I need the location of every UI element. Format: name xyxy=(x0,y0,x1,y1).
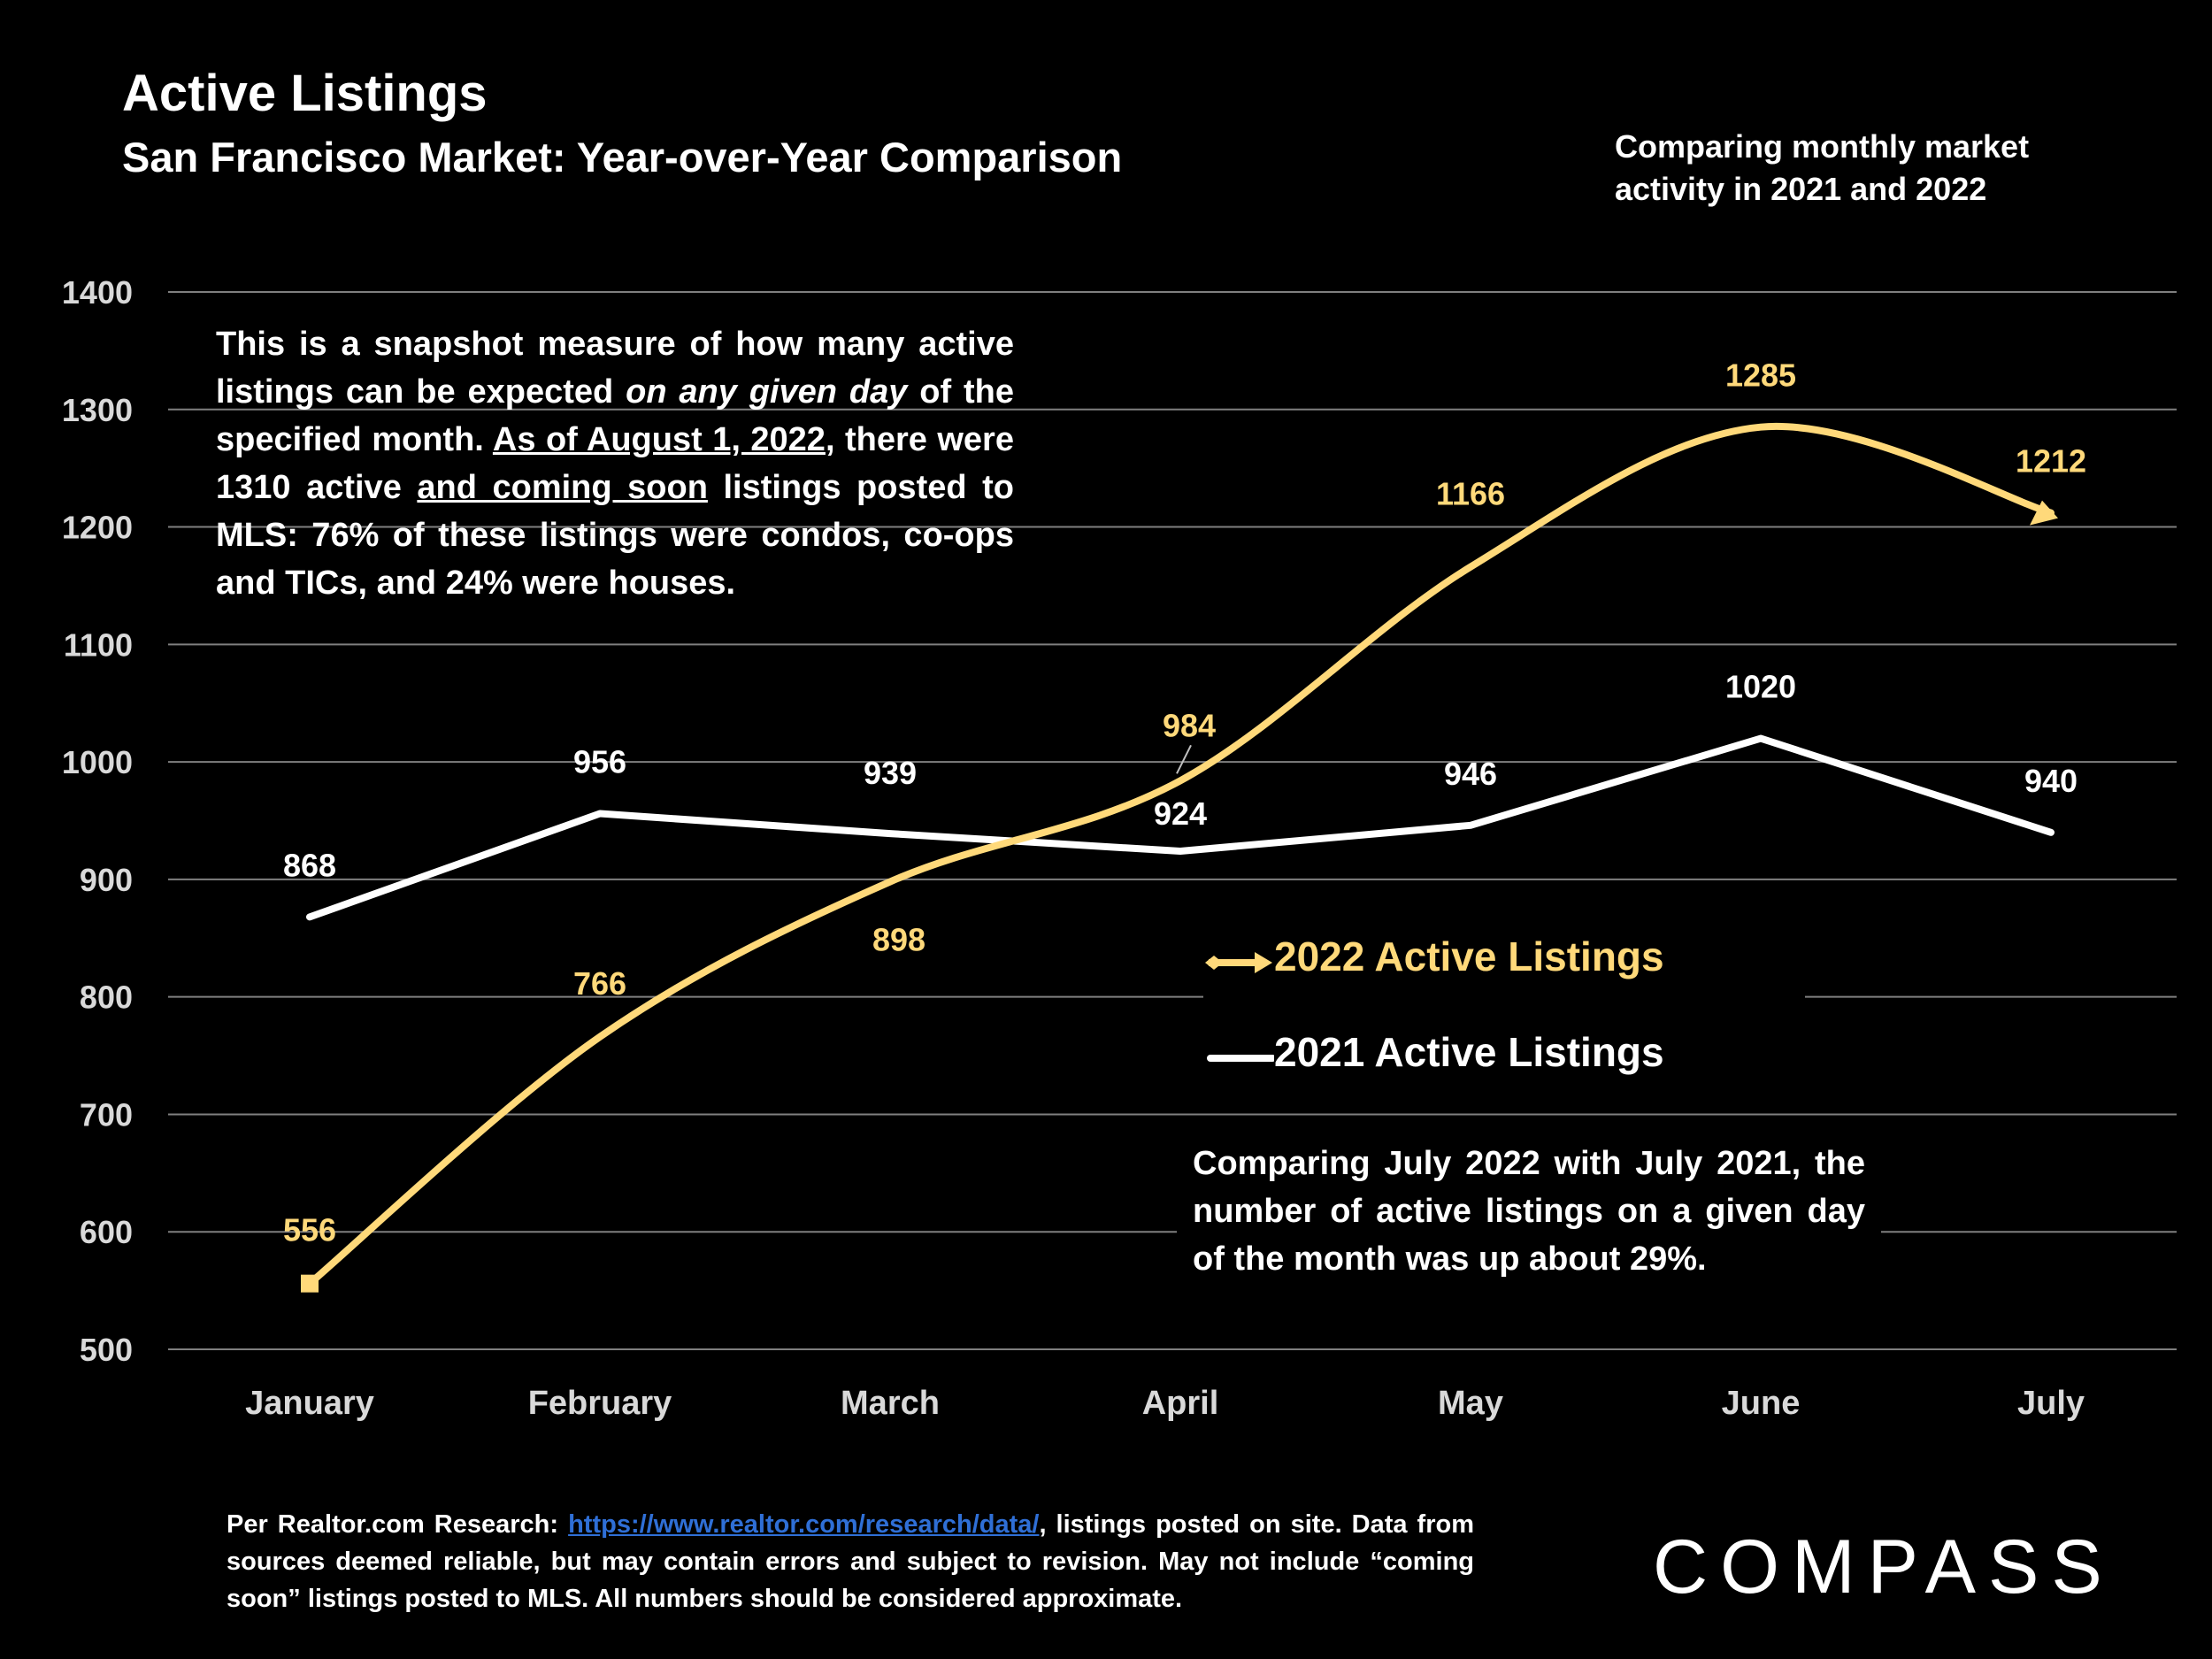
data-label-2022: 556 xyxy=(283,1212,336,1248)
legend-marker-2021-icon xyxy=(1207,1055,1274,1062)
x-tick-label: May xyxy=(1438,1385,1503,1422)
chart-legend: 2022 Active Listings 2021 Active Listing… xyxy=(1203,911,1805,1075)
series-line-2022 xyxy=(306,422,2055,1287)
chart-subtitle: San Francisco Market: Year-over-Year Com… xyxy=(122,134,1123,180)
annotation-text: of the specified month. xyxy=(216,373,1014,458)
footer-prefix: Per Realtor.com Research: xyxy=(227,1510,569,1539)
series-lines xyxy=(301,422,2058,1293)
x-axis-ticks: January February March April May June July xyxy=(245,1385,2085,1422)
data-label-2021: 940 xyxy=(2024,763,2078,799)
y-tick-label: 1400 xyxy=(62,274,133,311)
data-label-2022: 984 xyxy=(1163,707,1216,743)
legend-label-2021: 2021 Active Listings xyxy=(1274,1029,1664,1075)
annotation-text: listings posted to MLS: 76% of these lis… xyxy=(216,469,1014,602)
label-leader-line xyxy=(1176,744,1192,774)
top-note: Comparing monthly market activity in 202… xyxy=(1615,128,2030,207)
source-footer: Per Realtor.com Research: https://www.re… xyxy=(227,1506,1474,1617)
y-axis-ticks: 500 600 700 800 900 1000 1100 1200 1300 1400 xyxy=(62,274,133,1368)
data-label-2021: 939 xyxy=(864,755,917,791)
y-tick-label: 500 xyxy=(80,1332,133,1368)
annotation-underline: and coming soon xyxy=(417,469,708,506)
x-tick-label: April xyxy=(1142,1385,1219,1422)
legend-item-2022: 2022 Active Listings xyxy=(1205,933,1664,980)
annotation-text: This is a snapshot measure of how many a… xyxy=(216,326,1014,411)
y-tick-label: 1000 xyxy=(62,744,133,780)
y-tick-label: 1300 xyxy=(62,392,133,428)
x-tick-label: July xyxy=(2017,1385,2085,1422)
compass-logo: COMPASS xyxy=(1653,1525,2115,1609)
data-labels: 556 766 898 984 1166 1285 1212 868 956 939 924 946 1… xyxy=(283,357,2086,1248)
y-tick-label: 600 xyxy=(80,1214,133,1250)
data-label-2021: 956 xyxy=(573,744,626,780)
series-line-2021 xyxy=(306,734,2055,921)
legend-item-2021: 2021 Active Listings xyxy=(1207,1028,1664,1076)
data-label-2022: 1212 xyxy=(2016,443,2086,480)
data-label-2022: 766 xyxy=(573,965,626,1002)
legend-marker-2022-icon xyxy=(1205,952,1272,973)
annotation-underline: As of August 1, 2022 xyxy=(492,421,826,458)
x-tick-label: June xyxy=(1722,1385,1801,1422)
x-tick-label: January xyxy=(245,1385,374,1422)
annotation-text: , there were 1310 active xyxy=(216,421,1014,506)
data-label-2021: 868 xyxy=(283,847,336,883)
comparison-note: Comparing July 2022 with July 2021, the … xyxy=(1177,1133,1881,1290)
data-label-2021: 946 xyxy=(1444,756,1497,792)
data-label-2022: 1285 xyxy=(1725,357,1796,394)
y-tick-label: 900 xyxy=(80,862,133,898)
legend-label-2022: 2022 Active Listings xyxy=(1274,933,1664,979)
footer-text: , listings posted on site. Data from sou… xyxy=(227,1510,1474,1613)
annotation-italic: on any given day xyxy=(626,373,908,411)
series-start-marker-2022 xyxy=(301,1274,319,1293)
y-tick-label: 800 xyxy=(80,979,133,1016)
snapshot-annotation: This is a snapshot measure of how many a… xyxy=(216,320,1014,607)
x-tick-label: March xyxy=(841,1385,940,1422)
data-label-2022: 1166 xyxy=(1436,476,1505,512)
y-tick-label: 1100 xyxy=(64,626,133,663)
chart-title: Active Listings xyxy=(122,65,488,122)
x-tick-label: February xyxy=(528,1385,672,1422)
data-label-2022: 898 xyxy=(872,922,926,958)
source-link[interactable]: https://www.realtor.com/research/data/ xyxy=(568,1510,1040,1539)
data-label-2021: 1020 xyxy=(1725,669,1796,705)
data-label-2021: 924 xyxy=(1154,795,1207,832)
y-tick-label: 700 xyxy=(80,1096,133,1133)
series-end-arrow-2022 xyxy=(2030,500,2058,526)
y-tick-label: 1200 xyxy=(62,510,133,546)
